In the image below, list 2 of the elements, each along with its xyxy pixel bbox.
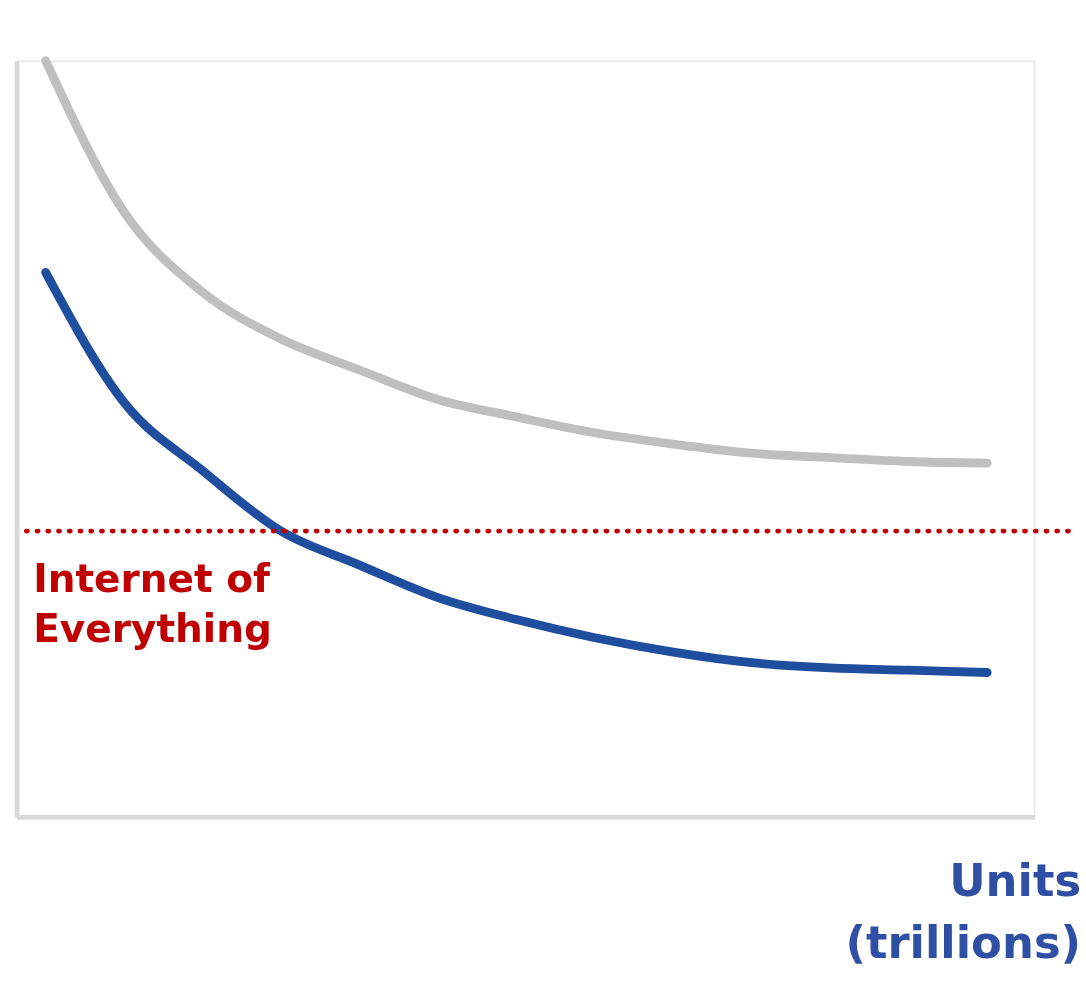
ref-line-label: Internet of Everything: [33, 555, 272, 652]
x-axis-title: Units (trillions): [845, 853, 1082, 970]
